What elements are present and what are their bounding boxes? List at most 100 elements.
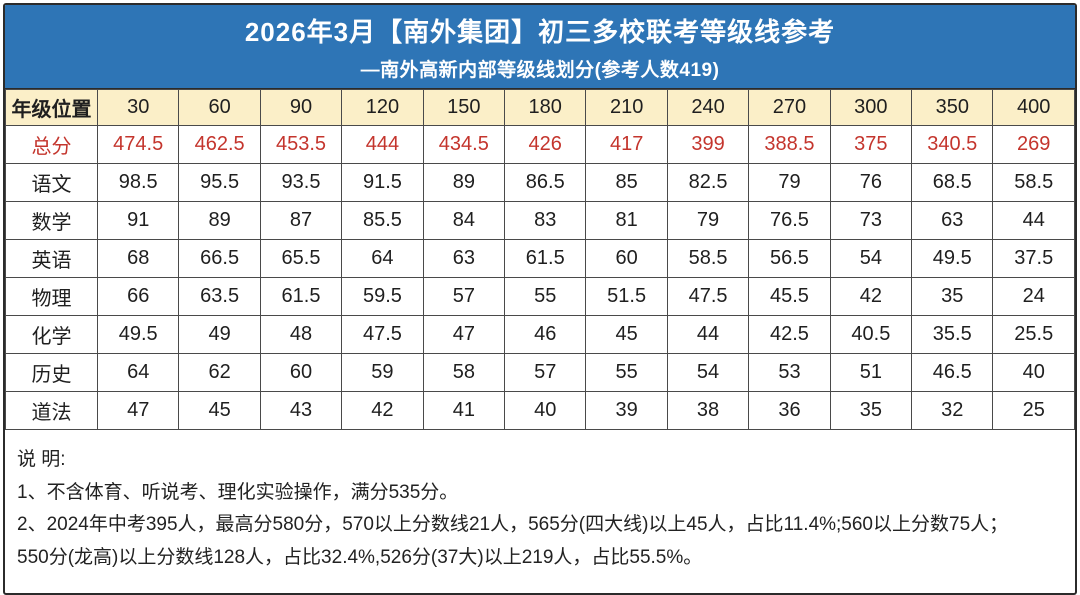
table-cell: 54 bbox=[666, 353, 750, 392]
table-cell: 37.5 bbox=[992, 239, 1075, 278]
note-line: 2、2024年中考395人，最高分580分，570以上分数线21人，565分(四… bbox=[17, 514, 1009, 536]
table-cell: 44 bbox=[666, 315, 750, 354]
table-cell: 93.5 bbox=[259, 163, 343, 202]
table-cell: 49.5 bbox=[96, 315, 180, 354]
column-header: 270 bbox=[748, 89, 831, 126]
table-cell: 49 bbox=[178, 315, 261, 354]
table-cell: 40.5 bbox=[829, 315, 913, 354]
table-cell: 61.5 bbox=[504, 239, 587, 278]
table-row: 语文 98.5 95.5 93.5 91.5 89 86.5 85 82.5 79 76 68.5 58… bbox=[5, 163, 1075, 202]
table-cell: 57 bbox=[422, 277, 506, 316]
table-cell: 426 bbox=[504, 125, 587, 164]
table-cell: 45.5 bbox=[748, 277, 831, 316]
row-label: 数学 bbox=[5, 201, 98, 240]
table-cell: 41 bbox=[422, 391, 506, 430]
table-cell: 47 bbox=[422, 315, 506, 354]
table-cell: 51.5 bbox=[585, 277, 668, 316]
table-cell: 48 bbox=[259, 315, 343, 354]
table-cell: 47.5 bbox=[341, 315, 424, 354]
table-row: 物理 66 63.5 61.5 59.5 57 55 51.5 47.5 45.5 42 35 24 bbox=[5, 277, 1075, 316]
table-cell: 79 bbox=[666, 201, 750, 240]
table-cell: 388.5 bbox=[748, 125, 831, 164]
table-cell: 42.5 bbox=[748, 315, 831, 354]
table-cell: 59.5 bbox=[341, 277, 424, 316]
table-cell: 444 bbox=[341, 125, 424, 164]
table-row: 化学 49.5 49 48 47.5 47 46 45 44 42.5 40.5 35.5 25.5 bbox=[5, 315, 1075, 354]
table-cell: 45 bbox=[178, 391, 261, 430]
table-cell: 32 bbox=[911, 391, 994, 430]
column-header: 400 bbox=[992, 89, 1075, 126]
table-cell: 46.5 bbox=[911, 353, 994, 392]
table-cell: 82.5 bbox=[666, 163, 750, 202]
column-header: 350 bbox=[911, 89, 994, 126]
table-cell: 91.5 bbox=[341, 163, 424, 202]
table-cell: 35 bbox=[829, 391, 913, 430]
table-cell: 61.5 bbox=[259, 277, 343, 316]
column-header: 300 bbox=[829, 89, 913, 126]
table-cell: 54 bbox=[829, 239, 913, 278]
table-cell: 45 bbox=[585, 315, 668, 354]
table-cell: 49.5 bbox=[911, 239, 994, 278]
table-cell: 59 bbox=[341, 353, 424, 392]
table-cell: 42 bbox=[829, 277, 913, 316]
note-line: 1、不含体育、听说考、理化实验操作，满分535分。 bbox=[17, 481, 459, 503]
table-cell: 38 bbox=[666, 391, 750, 430]
row-label: 化学 bbox=[5, 315, 98, 354]
table-cell: 89 bbox=[422, 163, 506, 202]
table-cell: 35.5 bbox=[911, 315, 994, 354]
table-cell: 63.5 bbox=[178, 277, 261, 316]
table-cell: 55 bbox=[504, 277, 587, 316]
table-cell: 57 bbox=[504, 353, 587, 392]
table-cell: 60 bbox=[259, 353, 343, 392]
table-cell: 64 bbox=[341, 239, 424, 278]
column-header: 120 bbox=[341, 89, 424, 126]
table-cell: 84 bbox=[422, 201, 506, 240]
row-label: 历史 bbox=[5, 353, 98, 392]
column-header: 90 bbox=[259, 89, 343, 126]
notes-section: 说 明: 1、不含体育、听说考、理化实验操作，满分535分。 2、2024年中考3… bbox=[5, 430, 1075, 575]
column-header: 210 bbox=[585, 89, 668, 126]
table-cell: 68.5 bbox=[911, 163, 994, 202]
table-cell: 83 bbox=[504, 201, 587, 240]
column-header: 60 bbox=[178, 89, 261, 126]
table-cell: 73 bbox=[829, 201, 913, 240]
row-label: 总分 bbox=[5, 125, 98, 164]
table-cell: 58.5 bbox=[992, 163, 1075, 202]
table-cell: 89 bbox=[178, 201, 261, 240]
table-cell: 269 bbox=[992, 125, 1075, 164]
table-cell: 43 bbox=[259, 391, 343, 430]
table-cell: 47 bbox=[96, 391, 180, 430]
table-cell: 81 bbox=[585, 201, 668, 240]
table-cell: 36 bbox=[748, 391, 831, 430]
table-cell: 76 bbox=[829, 163, 913, 202]
table-cell: 417 bbox=[585, 125, 668, 164]
table-cell: 399 bbox=[666, 125, 750, 164]
table-cell: 47.5 bbox=[666, 277, 750, 316]
table-cell: 35 bbox=[911, 277, 994, 316]
table-cell: 68 bbox=[96, 239, 180, 278]
page-title: 2026年3月【南外集团】初三多校联考等级线参考 bbox=[244, 16, 836, 47]
grade-line-table: 年级位置 30 60 90 120 150 180 210 240 270 300 350 400 总分… bbox=[5, 89, 1075, 430]
corner-label: 年级位置 bbox=[5, 89, 98, 126]
table-cell: 44 bbox=[992, 201, 1075, 240]
table-cell: 66 bbox=[96, 277, 180, 316]
table-header-row: 年级位置 30 60 90 120 150 180 210 240 270 300 350 400 bbox=[5, 89, 1075, 126]
column-header: 180 bbox=[504, 89, 587, 126]
column-header: 150 bbox=[422, 89, 506, 126]
table-cell: 56.5 bbox=[748, 239, 831, 278]
row-label: 物理 bbox=[5, 277, 98, 316]
column-header: 240 bbox=[666, 89, 750, 126]
table-cell: 453.5 bbox=[259, 125, 343, 164]
column-header: 30 bbox=[96, 89, 180, 126]
table-cell: 40 bbox=[992, 353, 1075, 392]
table-cell: 462.5 bbox=[178, 125, 261, 164]
table-cell: 25 bbox=[992, 391, 1075, 430]
table-row: 总分 474.5 462.5 453.5 444 434.5 426 417 399 388.5 3… bbox=[5, 125, 1075, 164]
table-cell: 64 bbox=[96, 353, 180, 392]
table-row: 英语 68 66.5 65.5 64 63 61.5 60 58.5 56.5 54 49.5 37.5 bbox=[5, 239, 1075, 278]
table-cell: 65.5 bbox=[259, 239, 343, 278]
table-cell: 46 bbox=[504, 315, 587, 354]
report-card: 2026年3月【南外集团】初三多校联考等级线参考 —南外高新内部等级线划分(参考… bbox=[3, 3, 1077, 595]
table-cell: 98.5 bbox=[96, 163, 180, 202]
table-cell: 86.5 bbox=[504, 163, 587, 202]
